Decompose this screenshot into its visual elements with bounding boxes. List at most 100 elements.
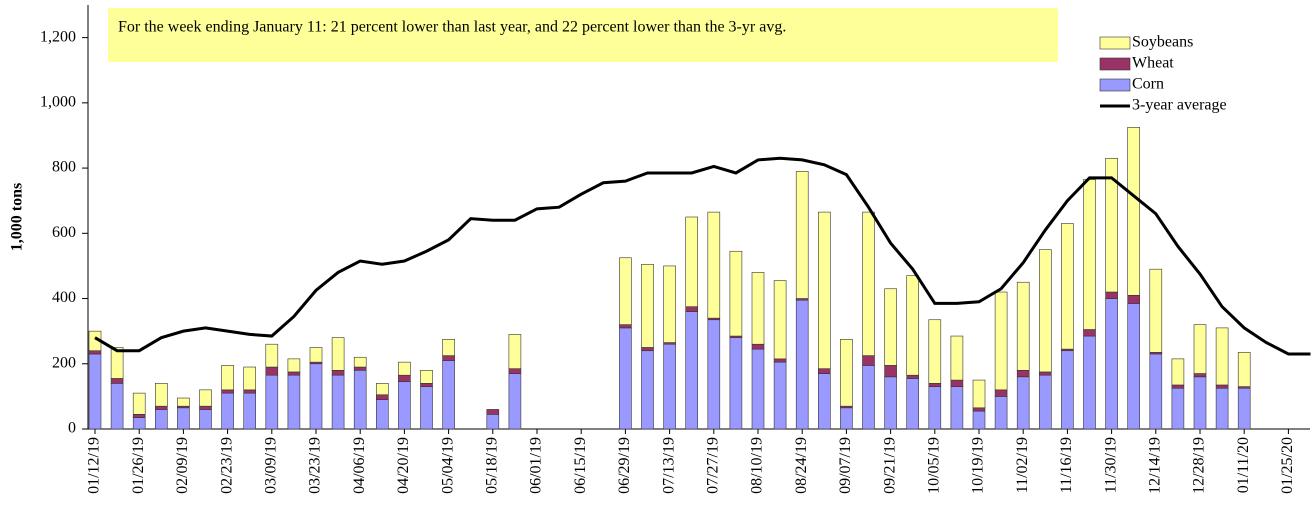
y-tick-label: 600: [52, 224, 76, 241]
bar: [287, 358, 301, 373]
x-tick-label: 07/27/19: [704, 437, 721, 494]
bar: [663, 265, 676, 343]
bar: [1105, 157, 1118, 293]
x-tick-label: 10/05/19: [925, 437, 942, 494]
x-tick-label: 08/24/19: [793, 437, 810, 494]
bar: [994, 396, 1008, 430]
bar: [88, 353, 102, 430]
x-tick-label: 06/29/19: [616, 437, 633, 494]
x-tick-label: 05/18/19: [483, 437, 500, 494]
bar: [906, 275, 920, 376]
bar: [375, 394, 389, 400]
bar: [486, 409, 500, 415]
bar: [132, 414, 146, 418]
bar: [1149, 353, 1163, 430]
bar: [619, 257, 632, 325]
bar: [1127, 294, 1140, 304]
bar: [641, 347, 654, 352]
bar: [906, 374, 920, 379]
bar: [928, 319, 942, 384]
bar: [508, 334, 522, 369]
bar: [795, 299, 809, 430]
legend-label: Soybeans: [1132, 34, 1193, 51]
legend-label: Corn: [1132, 76, 1164, 93]
bar: [619, 324, 632, 329]
bar: [353, 356, 367, 368]
x-tick-label: 06/01/19: [528, 437, 545, 494]
bar: [1127, 127, 1140, 296]
x-tick-label: 02/23/19: [218, 437, 235, 494]
bar: [1215, 384, 1229, 389]
bar: [641, 350, 654, 430]
x-tick-label: 09/07/19: [837, 437, 854, 494]
y-tick-label: 200: [52, 354, 76, 371]
bar: [398, 381, 411, 430]
bar: [155, 405, 168, 410]
bar: [1171, 384, 1185, 389]
bar: [751, 343, 765, 350]
bar: [1105, 291, 1118, 299]
x-tick-label: 05/04/19: [439, 437, 456, 494]
bar: [862, 211, 875, 356]
bar: [773, 361, 787, 430]
bar: [751, 348, 765, 430]
bar: [950, 335, 964, 381]
x-tick-label: 10/19/19: [970, 437, 987, 494]
x-tick-label: 03/23/19: [307, 437, 324, 494]
bar: [619, 327, 632, 430]
bar: [994, 291, 1008, 391]
bar: [928, 386, 942, 430]
x-tick-label: 06/15/19: [572, 437, 589, 494]
bar: [972, 410, 986, 430]
legend-swatch: [1099, 57, 1131, 71]
y-tick-label: 1,200: [40, 28, 76, 45]
bar: [1083, 329, 1096, 337]
bar: [420, 369, 433, 384]
bar: [132, 392, 146, 415]
bar: [795, 171, 809, 299]
bar: [398, 374, 411, 383]
bar: [685, 306, 699, 312]
bar: [177, 407, 190, 430]
bar: [729, 337, 743, 430]
bar: [817, 373, 831, 430]
bar: [110, 378, 124, 384]
legend-swatch: [1099, 36, 1131, 50]
bar: [221, 392, 234, 430]
bar: [508, 368, 522, 374]
x-tick-label: 01/26/19: [130, 437, 147, 494]
bar: [817, 211, 831, 369]
bar: [287, 374, 301, 430]
bar: [972, 379, 986, 409]
bar: [243, 389, 256, 394]
x-tick-label: 09/21/19: [881, 437, 898, 494]
bar: [1193, 373, 1207, 378]
x-tick-label: 01/11/20: [1235, 437, 1252, 493]
x-tick-label: 01/12/19: [86, 437, 103, 494]
bar: [1237, 352, 1251, 387]
bar: [1105, 298, 1118, 430]
legend-label: Wheat: [1132, 55, 1174, 72]
bar: [840, 407, 853, 430]
bar: [1016, 376, 1030, 430]
bar: [243, 366, 256, 391]
x-tick-label: 03/09/19: [262, 437, 279, 494]
bar: [420, 383, 433, 387]
bar: [817, 368, 831, 374]
bar: [884, 288, 897, 366]
x-tick-label: 02/09/19: [174, 437, 191, 494]
x-tick-label: 12/28/19: [1191, 437, 1208, 494]
bar: [928, 383, 942, 387]
bar: [773, 358, 787, 363]
bar: [177, 397, 190, 407]
bar: [442, 339, 455, 356]
legend-label: 3-year average: [1132, 97, 1227, 114]
bar: [398, 361, 411, 376]
bar: [265, 366, 279, 376]
bar: [221, 365, 234, 391]
bar: [155, 383, 168, 407]
bar: [353, 369, 367, 430]
bar: [1083, 179, 1096, 330]
bar: [221, 389, 234, 394]
bar: [862, 365, 875, 430]
